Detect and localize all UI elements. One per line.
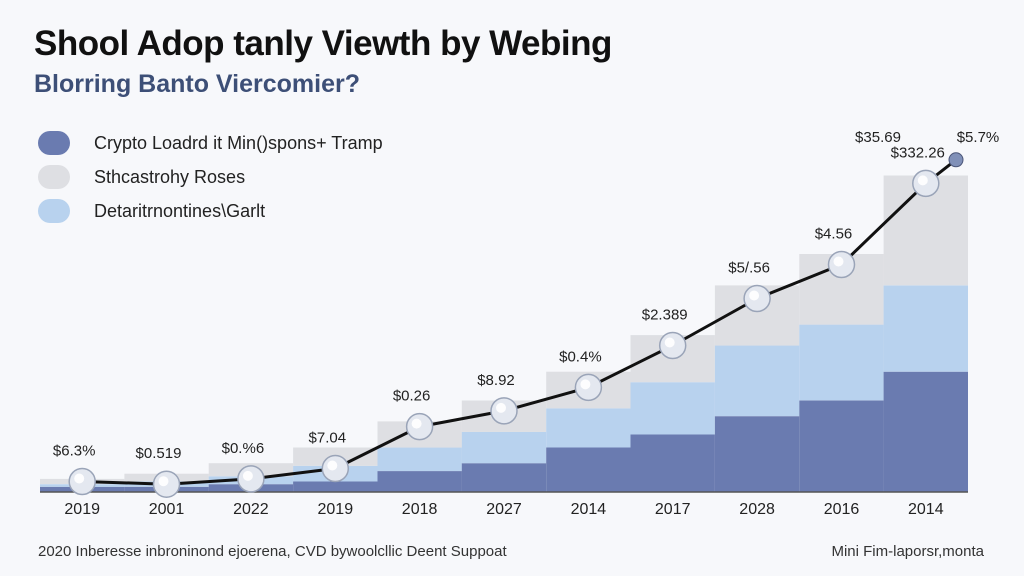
x-tick-label: 2019	[64, 501, 100, 518]
bar-segment	[883, 285, 968, 372]
bar-segment	[883, 371, 968, 492]
marker-highlight	[496, 402, 506, 413]
x-tick-label: 2017	[655, 501, 691, 518]
bar-segment	[799, 400, 884, 492]
bar-segment	[377, 447, 462, 471]
data-label: $0.26	[393, 388, 431, 405]
x-tick-label: 2028	[739, 501, 775, 518]
legend-label: Sthcastrohy Roses	[94, 166, 246, 187]
data-label: $35.69	[855, 129, 901, 146]
legend-swatch	[38, 131, 70, 155]
x-tick-label: 2001	[149, 501, 185, 518]
marker-highlight	[242, 470, 253, 481]
legend-swatch	[38, 165, 70, 189]
bar-segment	[377, 471, 462, 492]
marker-highlight	[833, 256, 844, 267]
marker-highlight	[411, 418, 422, 429]
x-tick-label: 2018	[402, 501, 438, 518]
legend: Crypto Loadrd it Min()spons+ Tramp Sthca…	[38, 126, 383, 228]
bar-segment	[461, 463, 547, 492]
legend-label: Detaritrnontines\Garlt	[94, 200, 266, 221]
legend-item: Detaritrnontines\Garlt	[38, 194, 383, 228]
marker-highlight	[580, 379, 591, 390]
data-label: $0.519	[136, 445, 182, 462]
chart-title: Shool Adop tanly Viewth by Webing	[34, 24, 612, 63]
chart-subtitle: Blorring Banto Viercomier?	[34, 70, 360, 98]
x-tick-label: 2016	[824, 501, 860, 518]
bar-segment	[714, 345, 800, 417]
bar-segment	[799, 324, 884, 401]
bar-segment	[630, 382, 715, 435]
marker-highlight	[74, 473, 85, 484]
data-label: $7.04	[309, 430, 347, 447]
marker-highlight	[327, 460, 338, 471]
marker-highlight	[158, 476, 169, 487]
bar-segment	[546, 447, 631, 492]
legend-item: Sthcastrohy Roses	[38, 160, 383, 194]
data-label: $6.3%	[53, 443, 96, 460]
bar-segment	[714, 416, 800, 492]
bar-segment	[293, 481, 378, 492]
legend-item: Crypto Loadrd it Min()spons+ Tramp	[38, 126, 383, 160]
x-tick-label: 2014	[571, 501, 607, 518]
data-label: $5.7%	[957, 129, 1000, 146]
data-label: $2.389	[642, 307, 688, 324]
legend-label: Crypto Loadrd it Min()spons+ Tramp	[94, 132, 383, 153]
data-label: $0.4%	[559, 348, 602, 365]
bar-segment	[461, 431, 547, 464]
data-label: $332.26	[891, 144, 945, 161]
trend-line	[82, 158, 957, 486]
x-tick-label: 2019	[318, 501, 354, 518]
x-tick-label: 2027	[486, 501, 522, 518]
legend-swatch	[38, 199, 70, 223]
footer-credit: Mini Fim-laporsr,monta	[831, 543, 984, 560]
data-label: $4.56	[815, 226, 853, 243]
data-label: $8.92	[477, 372, 515, 389]
data-label: $0.%6	[222, 440, 265, 457]
marker-highlight	[664, 337, 675, 348]
trend-end-marker	[948, 152, 964, 168]
bar-segment	[546, 408, 631, 448]
x-tick-label: 2014	[908, 501, 944, 518]
footer-source-note: 2020 Inberesse inbroninond ejoerena, CVD…	[38, 543, 507, 560]
data-label: $5/.56	[728, 260, 770, 277]
bar-segment	[630, 434, 715, 492]
marker-highlight	[749, 290, 760, 301]
marker-highlight	[917, 175, 928, 186]
x-tick-label: 2022	[233, 501, 269, 518]
